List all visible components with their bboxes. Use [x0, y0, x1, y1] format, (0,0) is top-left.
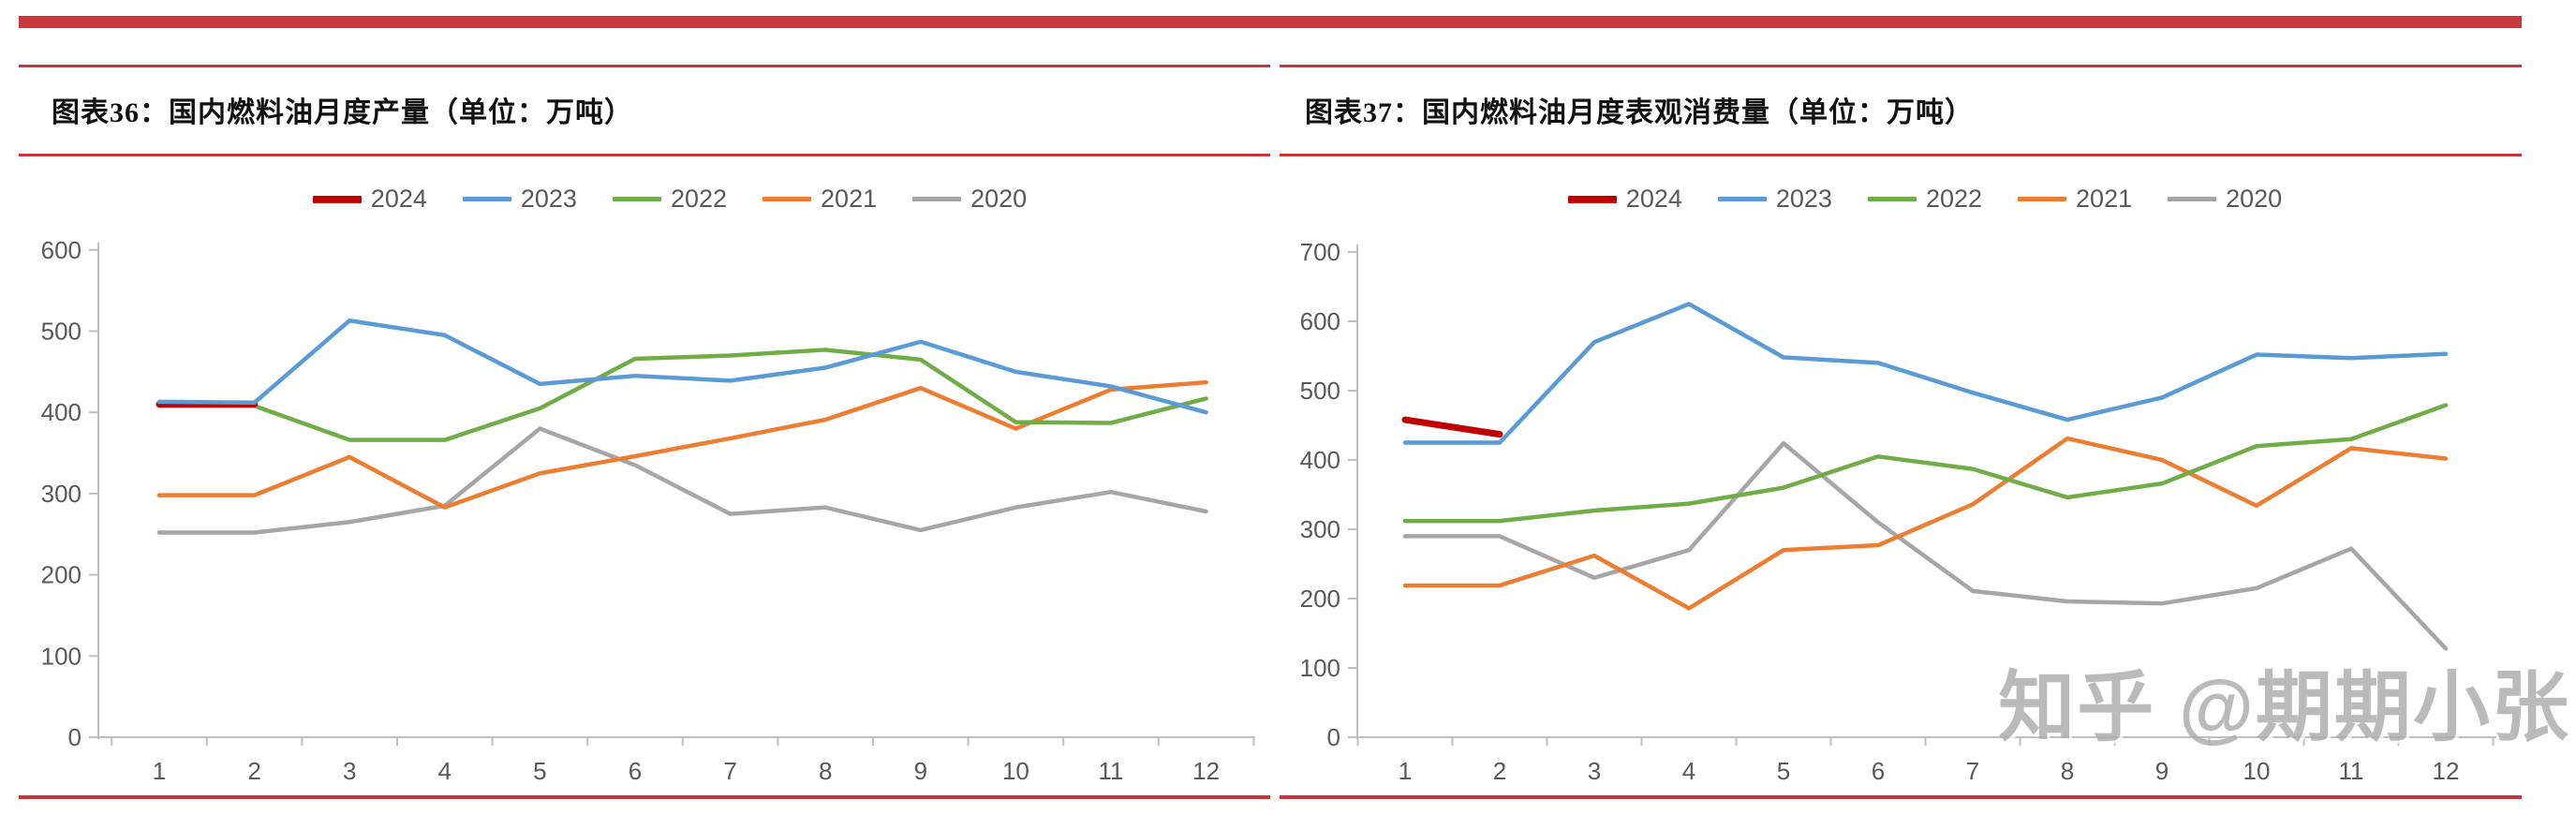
- x-tick-label: 6: [629, 757, 642, 785]
- x-tick-label: 8: [819, 757, 832, 785]
- legend-chart36: 2024 2023 2022 2021 2020: [309, 185, 1030, 214]
- x-tick-label: 12: [2433, 757, 2460, 785]
- y-tick-label: 100: [1300, 654, 1340, 682]
- legend-item-2021: 2021: [2018, 185, 2132, 214]
- series-line-2022: [1402, 403, 2449, 524]
- legend-item-2022: 2022: [612, 185, 728, 214]
- chart36-title: 图表36：国内燃料油月度产量（单位：万吨）: [52, 97, 633, 128]
- y-tick-label: 400: [41, 398, 81, 426]
- title-underline-left: [19, 154, 1270, 156]
- legend-swatch-2020: [2168, 197, 2217, 201]
- title-underline-right: [1280, 154, 2522, 156]
- x-tick-label: 5: [533, 757, 546, 785]
- y-tick-label: 500: [1300, 377, 1340, 405]
- series-line-2021: [1402, 436, 2449, 611]
- legend-label-2023: 2023: [1775, 185, 1832, 213]
- y-tick-label: 200: [1300, 585, 1340, 613]
- x-tick-label: 1: [153, 757, 166, 785]
- y-tick-label: 100: [41, 642, 81, 670]
- x-tick-label: 3: [1588, 757, 1601, 785]
- legend-label-2024: 2024: [1625, 185, 1682, 213]
- legend-item-2024: 2024: [312, 185, 427, 214]
- x-tick-label: 4: [1682, 757, 1695, 785]
- x-tick-label: 2: [247, 757, 260, 785]
- legend-item-2021: 2021: [762, 185, 877, 214]
- legend-swatch-2024: [312, 195, 362, 203]
- legend-label-2023: 2023: [520, 185, 577, 213]
- watermark: 知乎 @期期小张: [1998, 665, 2570, 750]
- y-tick-label: 0: [68, 723, 81, 751]
- series-line-2024: [1401, 416, 1503, 438]
- x-tick-label: 11: [2339, 757, 2364, 785]
- x-tick-label: 3: [343, 757, 356, 785]
- series-line-2020: [1402, 440, 2449, 651]
- x-tick-label: 10: [2243, 757, 2271, 785]
- legend-swatch-2022: [612, 197, 661, 201]
- x-tick-label: 2: [1493, 757, 1506, 785]
- x-tick-label: 7: [723, 757, 736, 785]
- series-line-2023: [1402, 302, 2449, 445]
- x-tick-label: 10: [1002, 757, 1029, 785]
- y-tick-label: 300: [1300, 515, 1340, 543]
- x-tick-label: 12: [1192, 757, 1220, 785]
- bottom-rule-left: [19, 795, 1270, 799]
- x-tick-label: 11: [1099, 757, 1124, 785]
- x-tick-label: 1: [1399, 757, 1412, 785]
- y-tick-label: 700: [1300, 238, 1340, 266]
- legend-swatch-2024: [1567, 195, 1617, 203]
- legend-label-2021: 2021: [2076, 185, 2133, 213]
- legend-swatch-2021: [762, 197, 812, 201]
- x-tick-label: 7: [1966, 757, 1979, 785]
- legend-swatch-2023: [462, 197, 511, 201]
- legend-label-2021: 2021: [821, 185, 878, 213]
- x-tick-label: 5: [1777, 757, 1790, 785]
- legend-swatch-2023: [1717, 197, 1767, 201]
- top-red-bar: [19, 16, 2522, 28]
- x-tick-label: 6: [1872, 757, 1885, 785]
- series-line-2020: [156, 426, 1208, 535]
- legend-item-2023: 2023: [462, 185, 577, 214]
- legend-label-2024: 2024: [370, 185, 427, 213]
- legend-swatch-2021: [2018, 197, 2067, 201]
- y-tick-label: 0: [1327, 723, 1340, 751]
- legend-label-2022: 2022: [1925, 185, 1983, 213]
- legend-label-2022: 2022: [670, 185, 728, 213]
- chart37-title: 图表37：国内燃料油月度表观消费量（单位：万吨）: [1305, 97, 1974, 128]
- header-rule-right: [1280, 65, 2522, 67]
- legend-item-2023: 2023: [1717, 185, 1832, 214]
- legend-chart37: 2024 2023 2022 2021 2020: [1564, 185, 2286, 214]
- y-tick-label: 600: [1300, 307, 1340, 335]
- legend-swatch-2022: [1867, 197, 1917, 201]
- legend-item-2020: 2020: [912, 185, 1027, 214]
- y-tick-label: 300: [41, 480, 81, 508]
- header-rule-left: [19, 65, 1270, 67]
- series-line-2023: [156, 318, 1208, 415]
- x-tick-label: 9: [2155, 757, 2169, 785]
- legend-swatch-2020: [912, 197, 962, 201]
- x-tick-label: 4: [438, 757, 452, 785]
- legend-label-2020: 2020: [970, 185, 1028, 213]
- legend-item-2024: 2024: [1567, 185, 1682, 214]
- x-tick-label: 8: [2061, 757, 2074, 785]
- legend-item-2022: 2022: [1867, 185, 1983, 214]
- y-tick-label: 200: [41, 561, 81, 589]
- series-line-2022: [156, 348, 1208, 442]
- y-tick-label: 400: [1300, 446, 1340, 474]
- x-tick-label: 9: [914, 757, 927, 785]
- y-tick-label: 500: [41, 318, 81, 346]
- legend-item-2020: 2020: [2168, 185, 2282, 214]
- y-tick-label: 600: [41, 236, 81, 264]
- bottom-rule-right: [1280, 795, 2522, 799]
- legend-label-2020: 2020: [2226, 185, 2283, 213]
